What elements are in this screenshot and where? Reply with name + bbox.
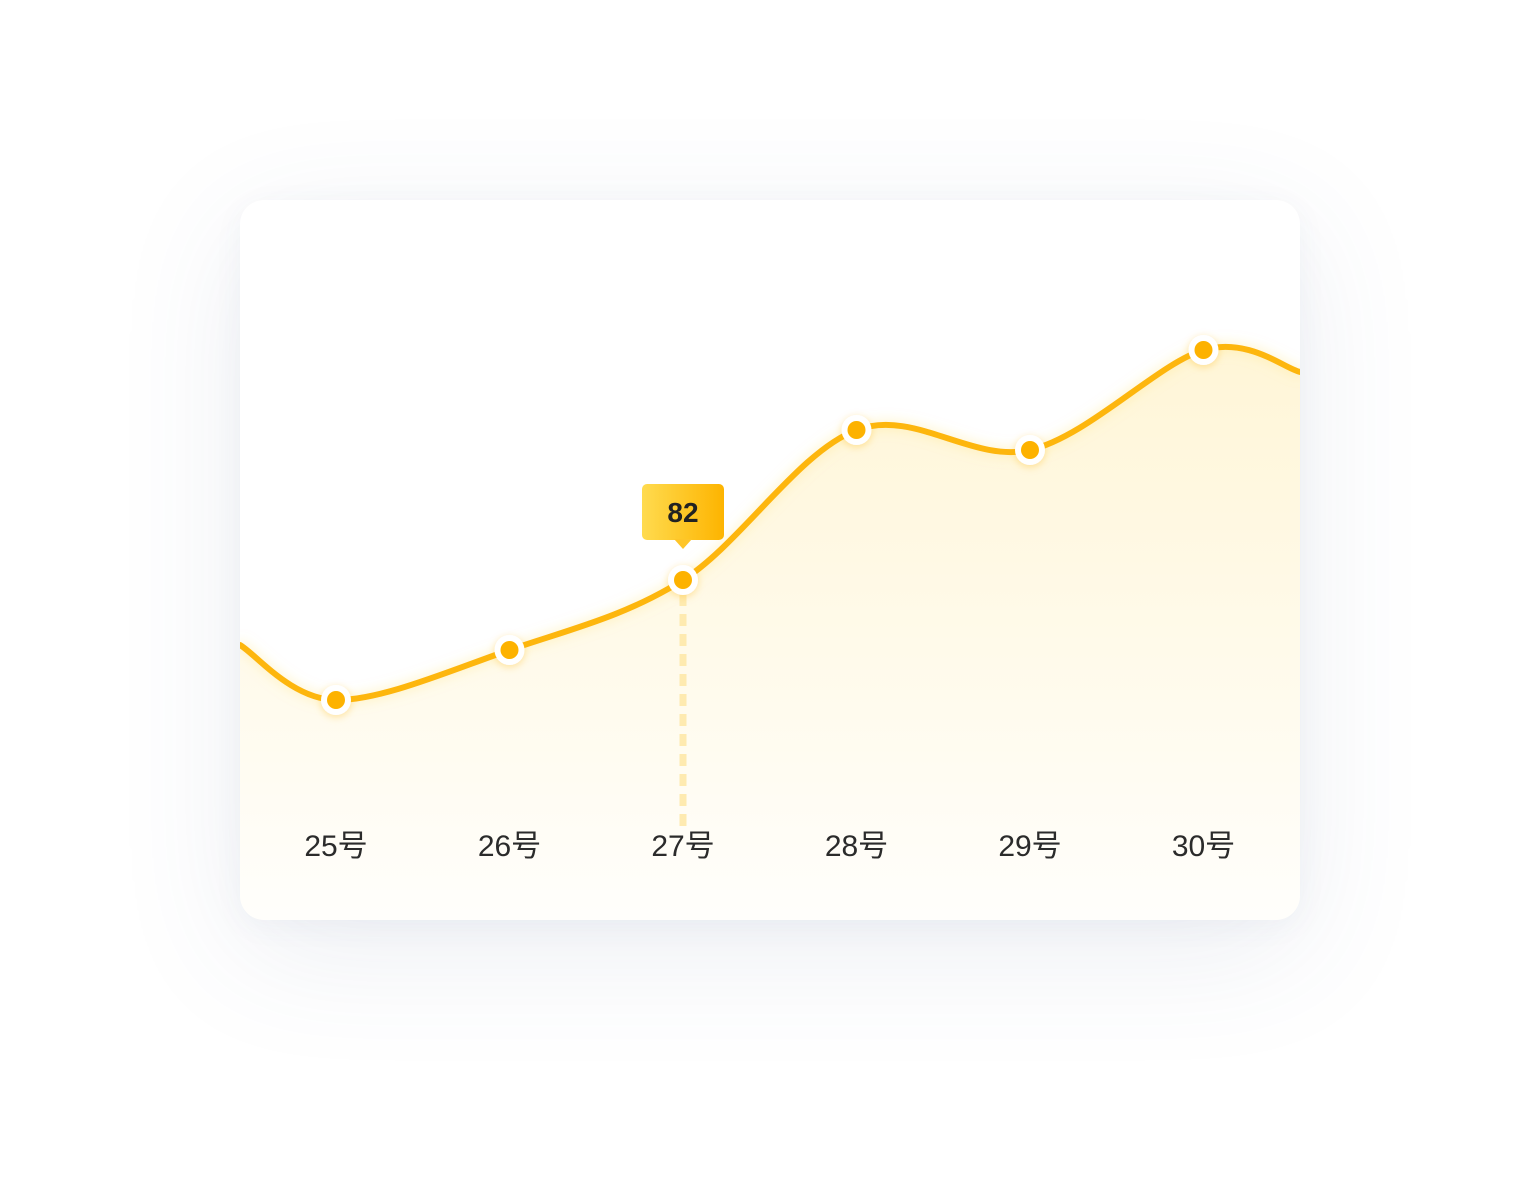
data-point-dot	[327, 691, 345, 709]
data-point-25号[interactable]	[321, 685, 351, 715]
x-tick-label: 29号	[998, 830, 1061, 863]
tooltip-value: 82	[667, 497, 698, 528]
data-point-27号[interactable]	[668, 565, 698, 595]
x-tick-label: 25号	[304, 830, 367, 863]
data-point-dot	[847, 421, 866, 439]
data-point-29号[interactable]	[1015, 435, 1045, 465]
data-point-dot	[1194, 341, 1213, 359]
value-tooltip: 82	[642, 484, 724, 549]
tooltip-box	[642, 484, 724, 540]
data-point-26号[interactable]	[494, 635, 525, 665]
x-tick-label: 28号	[825, 830, 888, 863]
chart-card: 82 25号 26号 27号 28号 29号 30号	[240, 200, 1300, 920]
data-point-dot	[500, 641, 519, 659]
tooltip-pointer	[674, 539, 692, 549]
data-point-dot	[674, 571, 692, 589]
line-area-chart: 82 25号 26号 27号 28号 29号 30号	[240, 335, 1300, 920]
x-tick-label: 30号	[1172, 830, 1235, 863]
data-point-30号[interactable]	[1188, 335, 1219, 365]
area-fill	[240, 346, 1300, 920]
x-tick-label: 27号	[651, 830, 714, 863]
x-tick-label: 26号	[478, 830, 541, 863]
data-point-28号[interactable]	[841, 415, 872, 445]
series-line	[240, 343, 1300, 704]
data-point-dot	[1021, 441, 1039, 459]
